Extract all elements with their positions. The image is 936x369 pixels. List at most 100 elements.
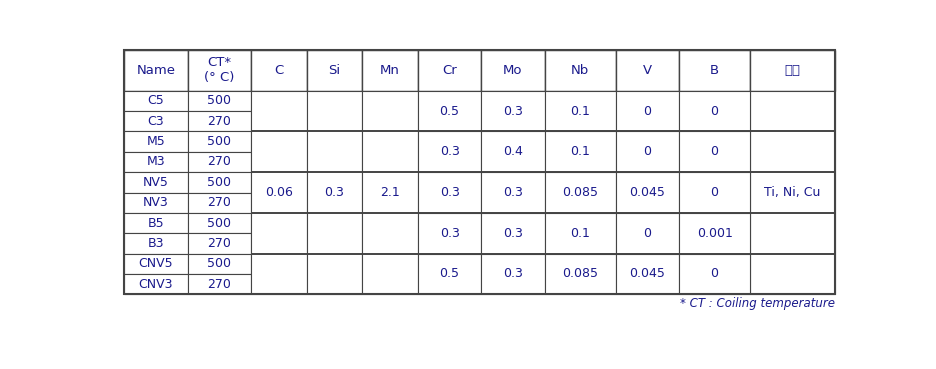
- Text: 500: 500: [207, 217, 231, 230]
- Bar: [481, 254, 545, 294]
- Bar: [417, 91, 481, 131]
- Bar: [362, 50, 417, 91]
- Text: 0.085: 0.085: [563, 186, 598, 199]
- Text: Mo: Mo: [504, 64, 522, 77]
- Bar: [481, 172, 545, 213]
- Bar: [616, 213, 679, 254]
- Text: 270: 270: [208, 277, 231, 291]
- Bar: [679, 172, 750, 213]
- Text: 0.3: 0.3: [440, 227, 460, 240]
- Text: 270: 270: [208, 115, 231, 128]
- Text: 0: 0: [710, 186, 719, 199]
- Bar: [124, 50, 835, 294]
- Text: 0.3: 0.3: [440, 145, 460, 158]
- Text: 0.3: 0.3: [503, 268, 523, 280]
- Bar: [679, 50, 750, 91]
- Bar: [187, 172, 251, 193]
- Text: 270: 270: [208, 155, 231, 169]
- Text: 500: 500: [207, 176, 231, 189]
- Text: 0.3: 0.3: [325, 186, 344, 199]
- Text: 0: 0: [710, 145, 719, 158]
- Text: 0: 0: [643, 104, 651, 118]
- Text: Nb: Nb: [571, 64, 590, 77]
- Bar: [481, 213, 545, 254]
- Text: 기타: 기타: [784, 64, 800, 77]
- Text: 0.3: 0.3: [440, 186, 460, 199]
- Bar: [750, 50, 835, 91]
- Bar: [481, 91, 545, 131]
- Text: C5: C5: [148, 94, 165, 107]
- Text: 0.5: 0.5: [440, 268, 460, 280]
- Bar: [417, 50, 481, 91]
- Bar: [124, 274, 187, 294]
- Text: B5: B5: [148, 217, 164, 230]
- Text: 2.1: 2.1: [380, 186, 400, 199]
- Bar: [679, 254, 750, 294]
- Text: V: V: [643, 64, 652, 77]
- Text: 0.5: 0.5: [440, 104, 460, 118]
- Bar: [417, 213, 481, 254]
- Bar: [679, 131, 750, 172]
- Bar: [124, 50, 187, 91]
- Bar: [251, 50, 307, 91]
- Text: CNV3: CNV3: [139, 277, 173, 291]
- Bar: [124, 91, 187, 111]
- Bar: [187, 254, 251, 274]
- Bar: [545, 131, 616, 172]
- Bar: [616, 172, 679, 213]
- Bar: [481, 50, 545, 91]
- Text: 0.1: 0.1: [570, 145, 590, 158]
- Text: 270: 270: [208, 237, 231, 250]
- Text: Ti, Ni, Cu: Ti, Ni, Cu: [765, 186, 821, 199]
- Bar: [679, 91, 750, 131]
- Text: 0.045: 0.045: [629, 186, 665, 199]
- Bar: [481, 131, 545, 172]
- Text: 500: 500: [207, 135, 231, 148]
- Bar: [187, 213, 251, 233]
- Text: 0.3: 0.3: [503, 186, 523, 199]
- Bar: [616, 50, 679, 91]
- Bar: [679, 213, 750, 254]
- Bar: [187, 131, 251, 152]
- Text: 270: 270: [208, 196, 231, 209]
- Bar: [187, 274, 251, 294]
- Text: CNV5: CNV5: [139, 257, 173, 270]
- Text: CT*
(° C): CT* (° C): [204, 56, 235, 85]
- Text: C3: C3: [148, 115, 164, 128]
- Bar: [187, 233, 251, 254]
- Bar: [545, 213, 616, 254]
- Text: Si: Si: [329, 64, 341, 77]
- Bar: [124, 172, 187, 193]
- Text: 0.06: 0.06: [265, 186, 293, 199]
- Bar: [545, 91, 616, 131]
- Bar: [616, 91, 679, 131]
- Text: M5: M5: [147, 135, 166, 148]
- Bar: [545, 172, 616, 213]
- Text: 0.001: 0.001: [696, 227, 733, 240]
- Bar: [187, 193, 251, 213]
- Bar: [307, 50, 362, 91]
- Bar: [417, 131, 481, 172]
- Text: B3: B3: [148, 237, 164, 250]
- Text: 0: 0: [643, 145, 651, 158]
- Bar: [251, 91, 307, 294]
- Text: 0: 0: [643, 227, 651, 240]
- Text: 0: 0: [710, 104, 719, 118]
- Bar: [124, 111, 187, 131]
- Text: Name: Name: [137, 64, 175, 77]
- Text: 0.3: 0.3: [503, 227, 523, 240]
- Text: B: B: [710, 64, 719, 77]
- Bar: [124, 233, 187, 254]
- Bar: [124, 152, 187, 172]
- Text: NV5: NV5: [143, 176, 168, 189]
- Bar: [124, 193, 187, 213]
- Text: * CT : Coiling temperature: * CT : Coiling temperature: [680, 297, 835, 310]
- Text: 0.3: 0.3: [503, 104, 523, 118]
- Bar: [616, 131, 679, 172]
- Text: Mn: Mn: [380, 64, 400, 77]
- Text: 0.085: 0.085: [563, 268, 598, 280]
- Bar: [124, 213, 187, 233]
- Bar: [307, 91, 362, 294]
- Text: 500: 500: [207, 94, 231, 107]
- Bar: [187, 91, 251, 111]
